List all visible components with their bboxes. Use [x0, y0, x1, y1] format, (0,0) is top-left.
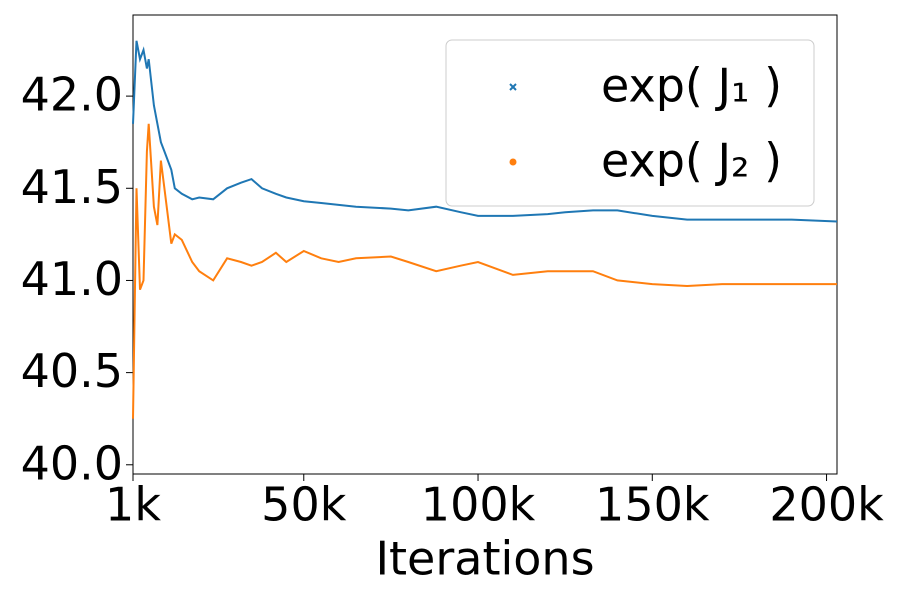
- x-tick-label: 150k: [595, 478, 710, 532]
- legend-label: exp( J₂ ): [601, 134, 782, 188]
- y-tick-label: 41.5: [21, 160, 123, 214]
- legend-label: exp( J₁ ): [601, 59, 782, 113]
- x-tick-label: 100k: [421, 478, 536, 532]
- y-tick-label: 40.5: [21, 344, 123, 398]
- y-tick-label: 41.0: [21, 252, 123, 306]
- plot-frame: [132, 14, 838, 475]
- legend-marker: [509, 158, 517, 166]
- x-axis-label: Iterations: [375, 532, 594, 586]
- y-tick-label: 40.0: [21, 436, 123, 490]
- y-tick-label: 42.0: [21, 68, 123, 122]
- x-tick-label: 200k: [769, 478, 884, 532]
- legend-box: [445, 39, 815, 207]
- x-tick-label: 1k: [105, 478, 161, 532]
- series-line: [132, 40, 838, 223]
- series-line: [132, 123, 837, 419]
- x-tick-label: 50k: [261, 478, 347, 532]
- legend-marker: [509, 83, 517, 91]
